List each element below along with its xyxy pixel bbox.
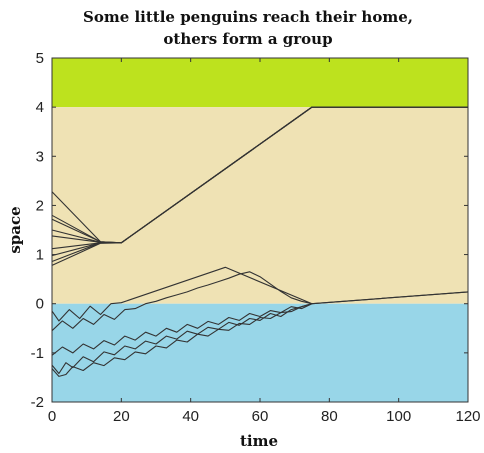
band-land (52, 107, 468, 304)
y-tick-label: 5 (36, 50, 44, 67)
trajectory-line-13 (51, 303, 313, 375)
x-tick-label: 80 (321, 408, 338, 425)
y-tick-label: 0 (36, 296, 44, 313)
trajectory-line-14 (51, 303, 313, 377)
x-axis-ticks: 0 20 40 60 80 100 120 (48, 58, 481, 425)
y-tick-label: 2 (36, 197, 44, 214)
y-tick-label: 1 (36, 247, 44, 264)
y-tick-label: 3 (36, 148, 44, 165)
x-axis-label: time (240, 432, 278, 450)
chart-title-line-1: Some little penguins reach their home, (83, 8, 413, 26)
background-bands (52, 58, 468, 402)
x-tick-label: 60 (252, 408, 269, 425)
y-axis-ticks: -2 -1 0 1 2 3 4 5 (31, 50, 468, 411)
trajectory-line-10 (51, 266, 469, 322)
trajectory-line-9 (51, 106, 468, 266)
y-tick-label: 4 (36, 99, 44, 116)
x-tick-label: 100 (386, 408, 411, 425)
y-tick-label: -1 (31, 345, 44, 362)
x-tick-label: 0 (48, 408, 56, 425)
trajectory-lines (51, 106, 469, 377)
trajectory-line-11 (51, 271, 469, 332)
chart-title: Some little penguins reach their home, o… (83, 8, 413, 48)
band-home (52, 58, 468, 108)
chart-title-line-2: others form a group (163, 30, 332, 48)
trajectory-line-12 (51, 303, 313, 356)
band-sea (52, 303, 468, 402)
x-tick-label: 20 (113, 408, 130, 425)
x-tick-label: 40 (182, 408, 199, 425)
y-tick-label: -2 (31, 394, 44, 411)
y-axis-label: space (6, 206, 24, 253)
x-tick-label: 120 (455, 408, 480, 425)
